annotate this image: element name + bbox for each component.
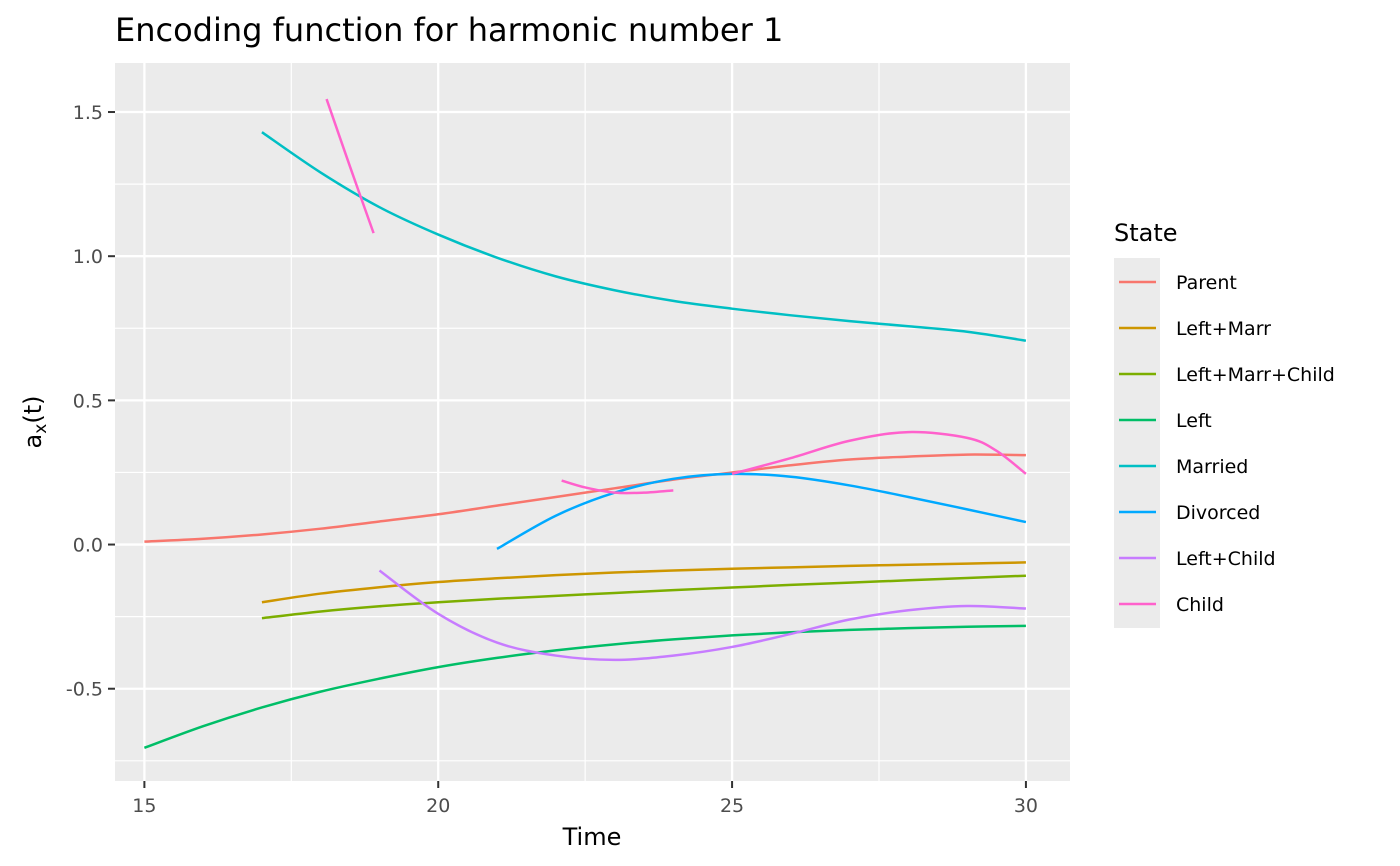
- x-axis-title: Time: [562, 823, 622, 851]
- x-tick-label: 15: [132, 795, 156, 817]
- series-line-left: [143, 624, 1026, 750]
- legend-label: Married: [1176, 456, 1248, 478]
- legend-item-left-child: Left+Child: [1119, 548, 1276, 570]
- legend-label: Child: [1176, 594, 1224, 616]
- x-tick-label: 25: [720, 795, 744, 817]
- y-tick-label: 1.5: [73, 102, 103, 124]
- y-tick-label: -0.5: [66, 679, 103, 701]
- legend: State Parent Left+Marr Left+Marr+Child Left…: [1114, 219, 1335, 628]
- legend-label: Left: [1176, 410, 1212, 432]
- y-axis: -0.5 0.0 0.5 1.0 1.5: [66, 102, 115, 701]
- plot-panel: [115, 63, 1070, 781]
- legend-item-married: Married: [1119, 456, 1248, 478]
- series-line-child: [325, 98, 375, 234]
- x-axis: 15 20 25 30: [132, 781, 1038, 817]
- series-line-child: [731, 430, 1027, 476]
- grid-major: [115, 63, 1070, 781]
- legend-label: Left+Marr+Child: [1176, 364, 1335, 386]
- legend-label: Left+Child: [1176, 548, 1276, 570]
- legend-item-parent: Parent: [1119, 272, 1237, 294]
- x-tick-label: 30: [1014, 795, 1038, 817]
- series-line-left-child: [378, 569, 1026, 662]
- y-axis-title-rest: (t): [19, 396, 47, 424]
- y-tick-label: 1.0: [73, 246, 103, 268]
- y-tick-label: 0.5: [73, 390, 103, 412]
- legend-title: State: [1114, 219, 1178, 247]
- legend-items: Parent Left+Marr Left+Marr+Child Left Marrie…: [1119, 272, 1335, 616]
- legend-label: Left+Marr: [1176, 318, 1271, 340]
- series-lines: [143, 98, 1027, 750]
- legend-label: Parent: [1176, 272, 1237, 294]
- y-axis-title: ax(t): [19, 396, 51, 449]
- series-line-married: [261, 131, 1027, 342]
- legend-item-left-marr: Left+Marr: [1119, 318, 1271, 340]
- y-axis-title-sub: x: [31, 424, 51, 434]
- series-line-left-marr: [261, 561, 1026, 604]
- legend-item-child: Child: [1119, 594, 1224, 616]
- chart-title: Encoding function for harmonic number 1: [115, 11, 783, 49]
- y-tick-label: 0.0: [73, 535, 103, 557]
- legend-item-left: Left: [1119, 410, 1212, 432]
- legend-item-left-marr-child: Left+Marr+Child: [1119, 364, 1335, 386]
- series-line-child: [561, 479, 674, 495]
- series-line-divorced: [496, 472, 1027, 550]
- series-line-left-marr-child: [261, 574, 1026, 620]
- legend-label: Divorced: [1176, 502, 1260, 524]
- legend-key-background: [1114, 258, 1160, 628]
- y-axis-title-base: a: [19, 434, 47, 449]
- series-line-parent: [144, 453, 1026, 543]
- x-tick-label: 20: [426, 795, 450, 817]
- legend-item-divorced: Divorced: [1119, 502, 1260, 524]
